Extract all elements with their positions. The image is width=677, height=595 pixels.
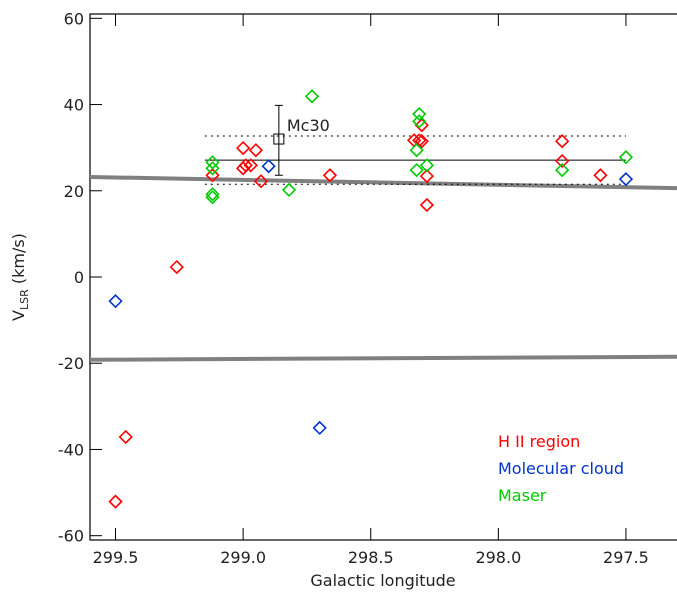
y-tick-label: -40 (58, 440, 84, 459)
legend-entry: Molecular cloud (498, 459, 624, 478)
point (261, 159, 276, 174)
point (253, 174, 269, 189)
point (235, 140, 251, 156)
point (412, 114, 427, 129)
legend-entry: H II region (498, 432, 580, 451)
y-tick-label: -20 (58, 354, 84, 373)
point (248, 143, 264, 158)
point (238, 158, 253, 173)
point (205, 161, 220, 176)
point (281, 182, 297, 198)
mc30-marker (273, 133, 285, 145)
y-tick-label: 40 (64, 96, 84, 115)
point (409, 162, 424, 178)
y-tick-label: -60 (58, 527, 84, 546)
x-tick-label: 298.5 (348, 548, 394, 567)
y-title-sub: LSR (18, 289, 31, 310)
x-tick-label: 299.5 (93, 548, 139, 567)
point (593, 168, 608, 183)
y-tick-label: 60 (64, 9, 84, 28)
point (108, 494, 123, 509)
point (118, 429, 133, 445)
point (322, 168, 338, 183)
point (412, 106, 427, 122)
point (555, 162, 570, 178)
point (108, 294, 123, 309)
x-tick-label: 299.0 (220, 548, 266, 567)
point (414, 134, 429, 149)
y-title-unit: (km/s) (9, 233, 28, 289)
point (409, 143, 424, 158)
annotation: Mc30 (287, 116, 330, 135)
point (419, 168, 435, 184)
point (205, 168, 220, 183)
x-tick-label: 298.0 (475, 548, 521, 567)
error-bar (274, 104, 283, 176)
point (205, 155, 220, 170)
y-title-main: V (9, 310, 28, 321)
point (205, 190, 220, 205)
x-axis-title: Galactic longitude (310, 571, 455, 590)
reference-line (89, 174, 677, 191)
point (555, 134, 570, 149)
point (169, 259, 184, 275)
x-tick-label: 297.5 (603, 548, 649, 567)
point (312, 420, 327, 436)
point (235, 161, 251, 176)
y-axis-title: VLSR (km/s) (9, 233, 31, 321)
point (618, 171, 634, 187)
point (555, 153, 570, 169)
legend-entry: Maser (498, 486, 547, 505)
point (419, 158, 435, 173)
y-tick-label: 0 (74, 268, 84, 287)
reference-line (89, 354, 677, 362)
point (618, 150, 634, 165)
point (304, 89, 320, 104)
point (243, 158, 258, 173)
point (419, 197, 435, 213)
point (414, 118, 429, 133)
y-tick-label: 20 (64, 182, 84, 201)
point (205, 187, 220, 202)
